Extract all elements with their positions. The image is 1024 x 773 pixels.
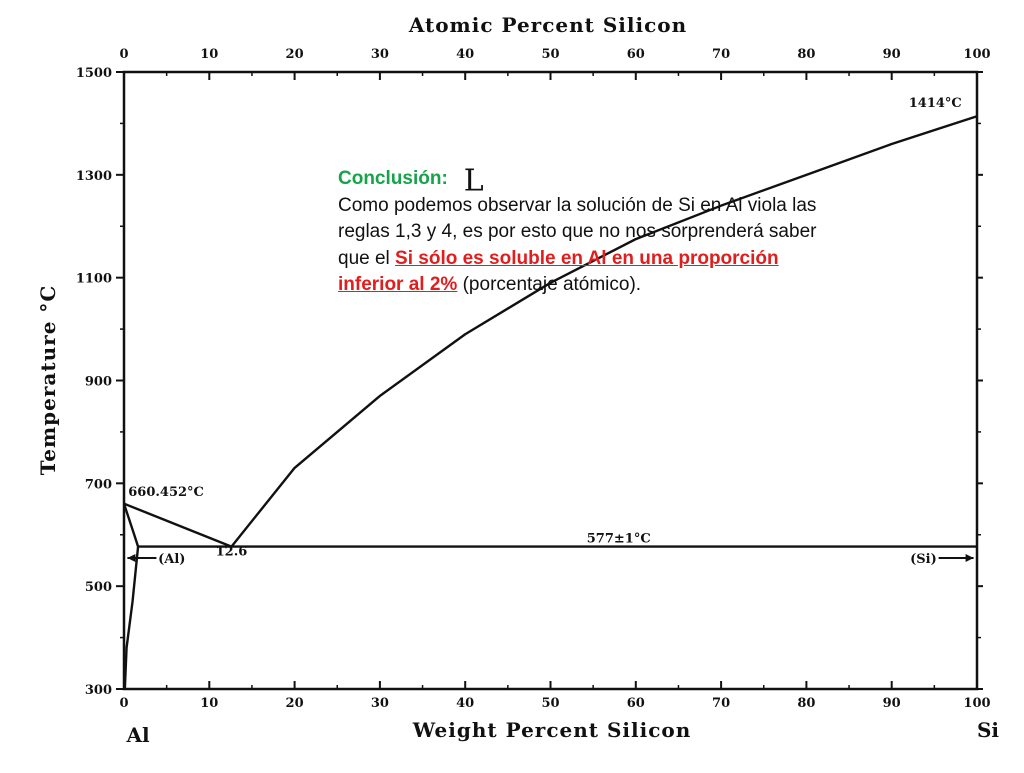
conclusion-heading: Conclusión: xyxy=(338,168,448,189)
x-tick-top-label-3: 30 xyxy=(371,47,389,62)
annotation-5: (Si) xyxy=(910,552,937,567)
y-tick-label-5: 1300 xyxy=(76,169,112,184)
x-end-label-left: Al xyxy=(125,723,150,747)
x-tick-top-label-2: 20 xyxy=(286,47,304,62)
x-tick-label-8: 80 xyxy=(797,696,815,711)
x-tick-label-5: 50 xyxy=(541,696,559,711)
x-tick-label-0: 0 xyxy=(119,696,128,711)
annotation-4: (Al) xyxy=(158,552,185,567)
annotation-2: 12.6 xyxy=(216,544,248,559)
y-tick-label-1: 500 xyxy=(85,580,112,595)
x-end-label-right: Si xyxy=(977,718,999,742)
axis-ticks: 0 10 20 30 40 50 60 70 80 90 100 0 10 20 30 40 50 60 70 80 9… xyxy=(76,47,991,711)
conclusion-body-start: Como podemos observar la solución de Si … xyxy=(338,194,817,269)
x-tick-top-label-8: 80 xyxy=(797,47,815,62)
phase-boundary-3 xyxy=(122,503,140,547)
conclusion-body-end: (porcentaje atómico). xyxy=(457,274,642,295)
x-tick-label-1: 10 xyxy=(200,696,218,711)
annotations: 1414°C 660.452°C 12.6 577±1°C (Al) (Si) L xyxy=(127,96,974,567)
y-tick-label-3: 900 xyxy=(85,375,112,390)
annotation-1: 660.452°C xyxy=(128,485,204,500)
al-arrow-head-icon xyxy=(127,554,136,563)
conclusion-text-box: Conclusión: Como podemos observar la sol… xyxy=(338,166,838,299)
x-tick-label-10: 100 xyxy=(963,696,990,711)
phase-boundaries xyxy=(122,115,978,690)
chart-title: Atomic Percent Silicon xyxy=(408,13,687,37)
conclusion-highlight: Si sólo es soluble en Al en una proporci… xyxy=(338,247,779,296)
x-tick-label-3: 30 xyxy=(371,696,389,711)
x-tick-top-label-0: 0 xyxy=(119,47,128,62)
x-tick-label-4: 40 xyxy=(456,696,474,711)
y-tick-label-2: 700 xyxy=(85,477,112,492)
y-tick-label-6: 1500 xyxy=(76,66,112,81)
annotation-6: L xyxy=(464,163,484,198)
x-tick-label-6: 60 xyxy=(627,696,645,711)
x-tick-top-label-7: 70 xyxy=(712,47,730,62)
y-tick-label-4: 1100 xyxy=(76,272,112,287)
x-tick-label-9: 90 xyxy=(883,696,901,711)
y-tick-label-0: 300 xyxy=(85,683,112,698)
y-axis-title: Temperature °C xyxy=(36,285,60,476)
x-tick-top-label-4: 40 xyxy=(456,47,474,62)
x-tick-label-7: 70 xyxy=(712,696,730,711)
plot-frame xyxy=(122,70,979,691)
x-tick-label-2: 20 xyxy=(286,696,304,711)
x-tick-top-label-6: 60 xyxy=(627,47,645,62)
annotation-3: 577±1°C xyxy=(587,531,651,546)
annotation-0: 1414°C xyxy=(909,96,962,111)
x-tick-top-label-10: 100 xyxy=(963,47,990,62)
phase-boundary-4 xyxy=(123,546,140,690)
phase-boundary-0 xyxy=(123,502,232,548)
si-arrow-head-icon xyxy=(965,554,974,563)
x-tick-top-label-5: 50 xyxy=(541,47,559,62)
phase-boundary-1 xyxy=(230,115,978,548)
x-tick-top-label-1: 10 xyxy=(200,47,218,62)
x-tick-top-label-9: 90 xyxy=(883,47,901,62)
x-axis-title: Weight Percent Silicon xyxy=(412,718,692,742)
